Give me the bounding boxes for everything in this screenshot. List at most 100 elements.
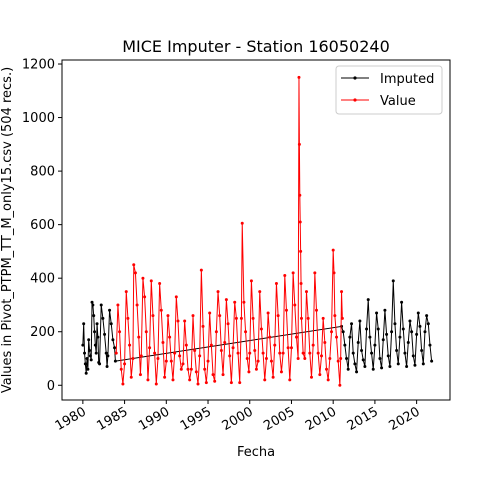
data-point-value xyxy=(308,351,312,355)
data-point-value xyxy=(198,354,202,358)
data-point-value xyxy=(251,316,255,320)
data-point-value xyxy=(294,335,298,339)
data-point-value xyxy=(121,382,125,386)
data-point-value xyxy=(247,370,251,374)
data-point-value xyxy=(340,290,344,294)
data-point-imputed xyxy=(105,365,109,369)
data-point-value xyxy=(226,322,230,326)
y-tick-label: 0 xyxy=(47,379,55,394)
data-point-value xyxy=(209,343,213,347)
data-point-value xyxy=(158,282,162,286)
data-point-value xyxy=(249,279,253,283)
data-point-imputed xyxy=(373,343,377,347)
data-point-value xyxy=(339,357,343,360)
data-point-imputed xyxy=(88,348,92,352)
data-point-value xyxy=(298,220,302,224)
data-point-value xyxy=(239,316,243,320)
data-point-value xyxy=(298,193,302,197)
data-point-value xyxy=(299,316,303,320)
data-point-imputed xyxy=(396,362,400,366)
data-point-value xyxy=(336,359,340,363)
y-tick-label: 400 xyxy=(30,272,55,287)
data-point-value xyxy=(297,75,301,79)
data-point-value xyxy=(309,375,313,379)
data-point-value xyxy=(219,348,223,352)
data-point-value xyxy=(168,335,172,339)
data-point-value xyxy=(151,314,155,318)
data-point-imputed xyxy=(416,311,420,315)
data-point-value xyxy=(236,351,240,355)
data-point-imputed xyxy=(85,357,89,360)
data-point-value xyxy=(314,308,318,312)
data-point-imputed xyxy=(413,363,417,367)
data-point-value xyxy=(135,303,139,307)
data-point-value xyxy=(128,343,132,347)
data-point-value xyxy=(263,378,267,382)
data-point-value xyxy=(240,221,244,225)
data-point-value xyxy=(330,330,334,334)
data-point-value xyxy=(119,367,123,371)
data-point-value xyxy=(126,316,130,320)
data-point-value xyxy=(273,343,277,347)
data-point-value xyxy=(276,314,280,318)
data-point-imputed xyxy=(96,335,100,339)
data-point-value xyxy=(283,274,287,278)
data-point-value xyxy=(332,271,336,275)
data-point-value xyxy=(266,311,270,315)
data-point-imputed xyxy=(101,316,105,320)
data-point-imputed xyxy=(93,343,97,347)
data-point-value xyxy=(204,381,208,385)
legend-label-value: Value xyxy=(380,94,416,109)
data-point-imputed xyxy=(406,340,410,344)
data-point-value xyxy=(271,375,275,379)
data-point-value xyxy=(203,367,207,371)
data-point-imputed xyxy=(104,351,108,355)
data-point-value xyxy=(288,378,292,382)
data-point-value xyxy=(316,351,320,355)
data-point-value xyxy=(137,335,141,339)
data-point-imputed xyxy=(418,324,422,328)
data-point-imputed xyxy=(356,340,360,344)
data-point-value xyxy=(191,314,195,318)
data-point-value xyxy=(206,359,210,363)
chart-title: MICE Imputer - Station 16050240 xyxy=(122,37,390,56)
legend: Imputed Value xyxy=(335,65,443,115)
data-point-imputed xyxy=(103,332,107,336)
series-imputed xyxy=(81,279,434,375)
data-point-imputed xyxy=(386,354,390,358)
data-point-value xyxy=(259,327,263,331)
data-point-imputed xyxy=(87,338,91,342)
data-point-value xyxy=(163,375,167,379)
data-point-value xyxy=(274,282,278,286)
y-tick-label: 800 xyxy=(30,165,55,180)
data-point-imputed xyxy=(81,343,85,347)
data-point-imputed xyxy=(361,358,365,362)
data-point-imputed xyxy=(365,327,369,331)
data-point-imputed xyxy=(393,322,397,326)
data-point-imputed xyxy=(408,319,412,323)
data-point-imputed xyxy=(111,338,115,342)
data-point-value xyxy=(231,346,235,350)
data-point-value xyxy=(313,271,317,275)
data-point-imputed xyxy=(91,303,95,307)
data-point-value xyxy=(318,373,322,377)
data-point-value xyxy=(293,303,297,307)
data-point-value xyxy=(131,357,135,360)
data-point-value xyxy=(245,357,249,360)
data-point-imputed xyxy=(88,354,92,358)
data-point-value xyxy=(176,319,180,323)
data-point-value xyxy=(216,290,220,294)
data-point-value xyxy=(129,375,133,379)
data-point-imputed xyxy=(420,348,424,352)
data-point-imputed xyxy=(351,351,355,355)
data-point-value xyxy=(279,370,283,374)
y-axis: 0 200 400 600 800 1000 1200 xyxy=(22,58,62,394)
data-point-value xyxy=(183,319,187,323)
data-point-value xyxy=(186,367,190,371)
data-point-value xyxy=(254,367,258,371)
data-point-imputed xyxy=(383,308,387,312)
data-point-value xyxy=(184,343,188,347)
data-point-imputed xyxy=(106,354,110,358)
data-point-value xyxy=(253,348,257,352)
